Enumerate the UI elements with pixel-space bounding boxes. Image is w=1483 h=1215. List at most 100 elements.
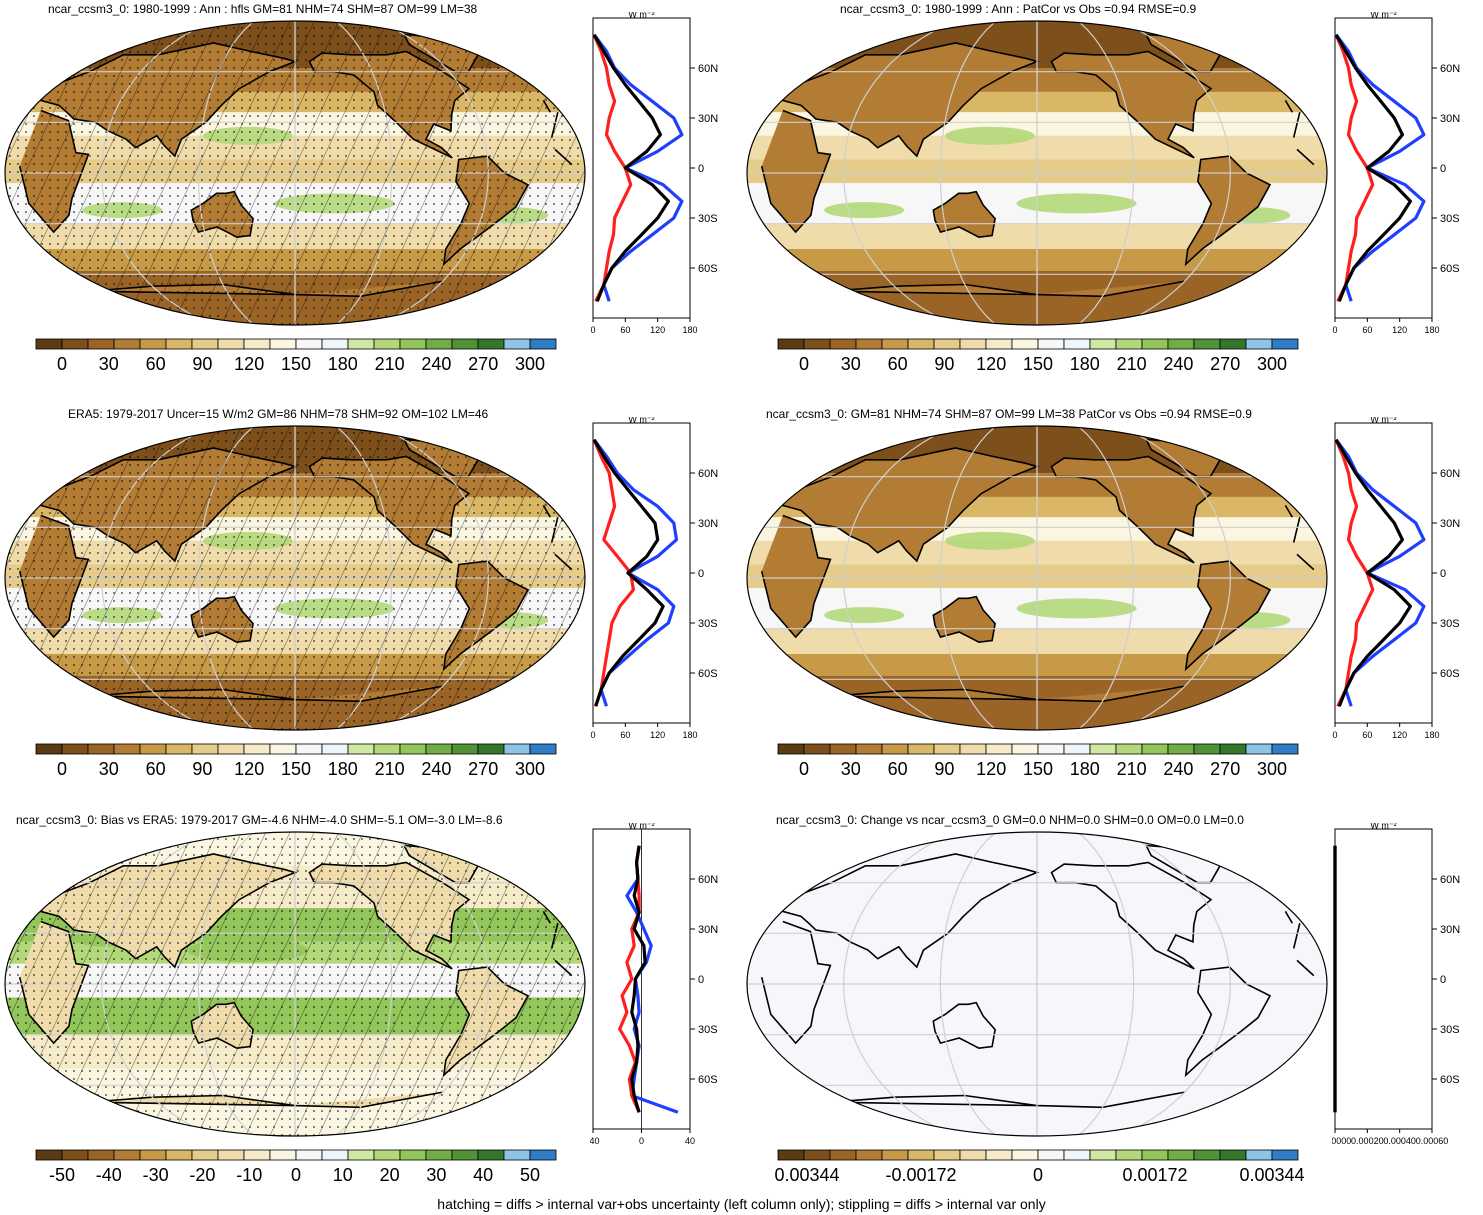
colorbar-tick-label: 90 (192, 759, 212, 779)
land-samerica (1184, 966, 1272, 1078)
flux-blob (944, 531, 1035, 550)
colorbar-swatch (1167, 338, 1195, 350)
colorbar-swatch (87, 743, 115, 755)
zonal-ytick-label: 0 (1440, 974, 1446, 986)
colorbar-swatch (35, 1149, 63, 1161)
zonal-xtick-label: 60 (1362, 730, 1372, 740)
colorbar: 0 30 60 90 120 150 180 210 240 270 300 (777, 338, 1299, 374)
colorbar-tick-label: 0.00344 (1239, 1165, 1304, 1185)
zonal-frame (1334, 422, 1433, 724)
zonal-ytick-label: 60N (698, 468, 718, 480)
colorbar-swatch (529, 338, 557, 350)
colorbar-tick-label: 90 (934, 354, 954, 374)
colorbar-swatch (1037, 743, 1065, 755)
colorbar-swatch (881, 1149, 909, 1161)
meridian-line (1118, 426, 1231, 730)
zonal-xtick-label: 180 (682, 730, 697, 740)
meridian-line (843, 21, 956, 325)
colorbar-tick-label: 300 (1257, 354, 1287, 374)
colorbar-tick-label: 270 (1210, 354, 1240, 374)
zonal-xtick-label: 0 (639, 1136, 644, 1146)
meridian-line (939, 832, 997, 1136)
panel-2: ncar_ccsm3_0: 1980-1999 : Ann : PatCor v… (742, 0, 1482, 390)
panel-3: ERA5: 1979-2017 Uncer=15 W/m2 GM=86 NHM=… (0, 405, 740, 795)
colorbar-swatch (881, 743, 909, 755)
colorbar-swatch (1089, 743, 1117, 755)
colorbar-swatch (1141, 338, 1169, 350)
zonal-xtick-label: 120 (1392, 730, 1407, 740)
zonal-units-label: W m⁻² (1370, 823, 1396, 831)
colorbar-swatch (425, 1149, 453, 1161)
land-australia (932, 1001, 996, 1050)
colorbar-swatch (321, 1149, 349, 1161)
colorbar-swatch (451, 338, 479, 350)
land-australia (932, 190, 996, 239)
stippling-overlay (5, 21, 585, 325)
land-samerica (1184, 155, 1272, 267)
zonal-xtick-label: 180 (682, 325, 697, 335)
map-plot (4, 20, 586, 326)
colorbar-swatch (399, 743, 427, 755)
zonal-ytick-label: 0 (698, 163, 704, 175)
colorbar-tick-label: 120 (234, 759, 264, 779)
colorbar-tick-label: 300 (1257, 759, 1287, 779)
colorbar-tick-label: -0.00172 (885, 1165, 956, 1185)
zonal-xtick-label: 60 (620, 730, 630, 740)
colorbar-swatch (1115, 743, 1143, 755)
colorbar-swatch (477, 743, 505, 755)
colorbar-swatch (1089, 1149, 1117, 1161)
colorbar-swatch (1063, 743, 1091, 755)
land-samerica (1184, 560, 1272, 672)
meridian-line (843, 426, 956, 730)
zonal-profile-line (1334, 33, 1412, 302)
colorbar-swatch (959, 1149, 987, 1161)
colorbar-tick-label: 0.00172 (1122, 1165, 1187, 1185)
colorbar-tick-label: 210 (375, 759, 405, 779)
map-plot (746, 831, 1328, 1137)
colorbar-tick-label: 210 (1117, 354, 1147, 374)
colorbar-tick-label: -10 (236, 1165, 262, 1185)
zonal-ytick-label: 60N (1440, 468, 1460, 480)
zonal-ytick-label: 60S (1440, 1074, 1460, 1086)
zonal-xtick-label: 180 (1424, 325, 1439, 335)
colorbar-tick-label: 180 (328, 354, 358, 374)
colorbar-tick-label: 240 (1163, 354, 1193, 374)
colorbar-swatch (1167, 1149, 1195, 1161)
zonal-ytick-label: 0 (698, 568, 704, 580)
flux-blob (824, 607, 905, 624)
colorbar-swatch (347, 1149, 375, 1161)
colorbar-tick-label: -40 (96, 1165, 122, 1185)
zonal-units-label: W m⁻² (628, 417, 654, 425)
colorbar: 0 30 60 90 120 150 180 210 240 270 300 (777, 743, 1299, 779)
colorbar-tick-label: -50 (49, 1165, 75, 1185)
colorbar-tick-label: 0 (57, 759, 67, 779)
colorbar-swatch (477, 338, 505, 350)
colorbar-swatch (373, 338, 401, 350)
panel-6: ncar_ccsm3_0: Change vs ncar_ccsm3_0 GM=… (742, 811, 1482, 1201)
colorbar-tick-label: 30 (99, 354, 119, 374)
zonal-xtick-label: 0 (1332, 325, 1337, 335)
zonal-units-label: W m⁻² (628, 12, 654, 20)
zonal-profile-line (592, 439, 635, 707)
zonal-xtick-label: 180 (1424, 730, 1439, 740)
zonal-xtick-label: 60 (1362, 325, 1372, 335)
colorbar-swatch (1193, 338, 1221, 350)
colorbar-swatch (243, 338, 271, 350)
colorbar-swatch (829, 743, 857, 755)
zonal-mean-plot: 60N 30N 0 30S 60S 0 60 120 180 W m⁻² (590, 12, 718, 335)
colorbar-swatch (87, 338, 115, 350)
zonal-ytick-label: 60N (1440, 874, 1460, 886)
colorbar-swatch (113, 338, 141, 350)
colorbar-swatch (985, 1149, 1013, 1161)
colorbar-swatch (503, 743, 531, 755)
colorbar-tick-label: 60 (888, 759, 908, 779)
zonal-mean-plot: 60N 30N 0 30S 60S 0 60 120 180 W m⁻² (1332, 417, 1460, 740)
zonal-ytick-label: 0 (1440, 568, 1446, 580)
zonal-ytick-label: 0 (1440, 163, 1446, 175)
colorbar-swatch (1141, 1149, 1169, 1161)
colorbar-tick-label: 150 (1023, 759, 1053, 779)
colorbar-tick-label: 120 (976, 354, 1006, 374)
zonal-frame (592, 17, 691, 319)
zonal-ytick-label: 30N (1440, 518, 1460, 530)
colorbar-swatch (503, 1149, 531, 1161)
